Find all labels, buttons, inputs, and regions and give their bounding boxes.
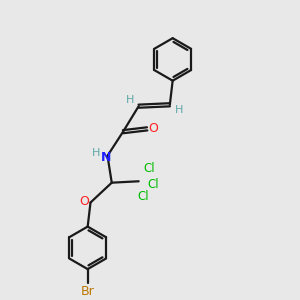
Text: Cl: Cl [144, 162, 155, 175]
Text: O: O [79, 195, 89, 208]
Text: Cl: Cl [137, 190, 149, 202]
Text: O: O [148, 122, 158, 135]
Text: H: H [126, 95, 134, 105]
Text: H: H [92, 148, 100, 158]
Text: N: N [101, 151, 111, 164]
Text: Br: Br [81, 285, 94, 298]
Text: Cl: Cl [148, 178, 159, 190]
Text: H: H [175, 105, 183, 116]
